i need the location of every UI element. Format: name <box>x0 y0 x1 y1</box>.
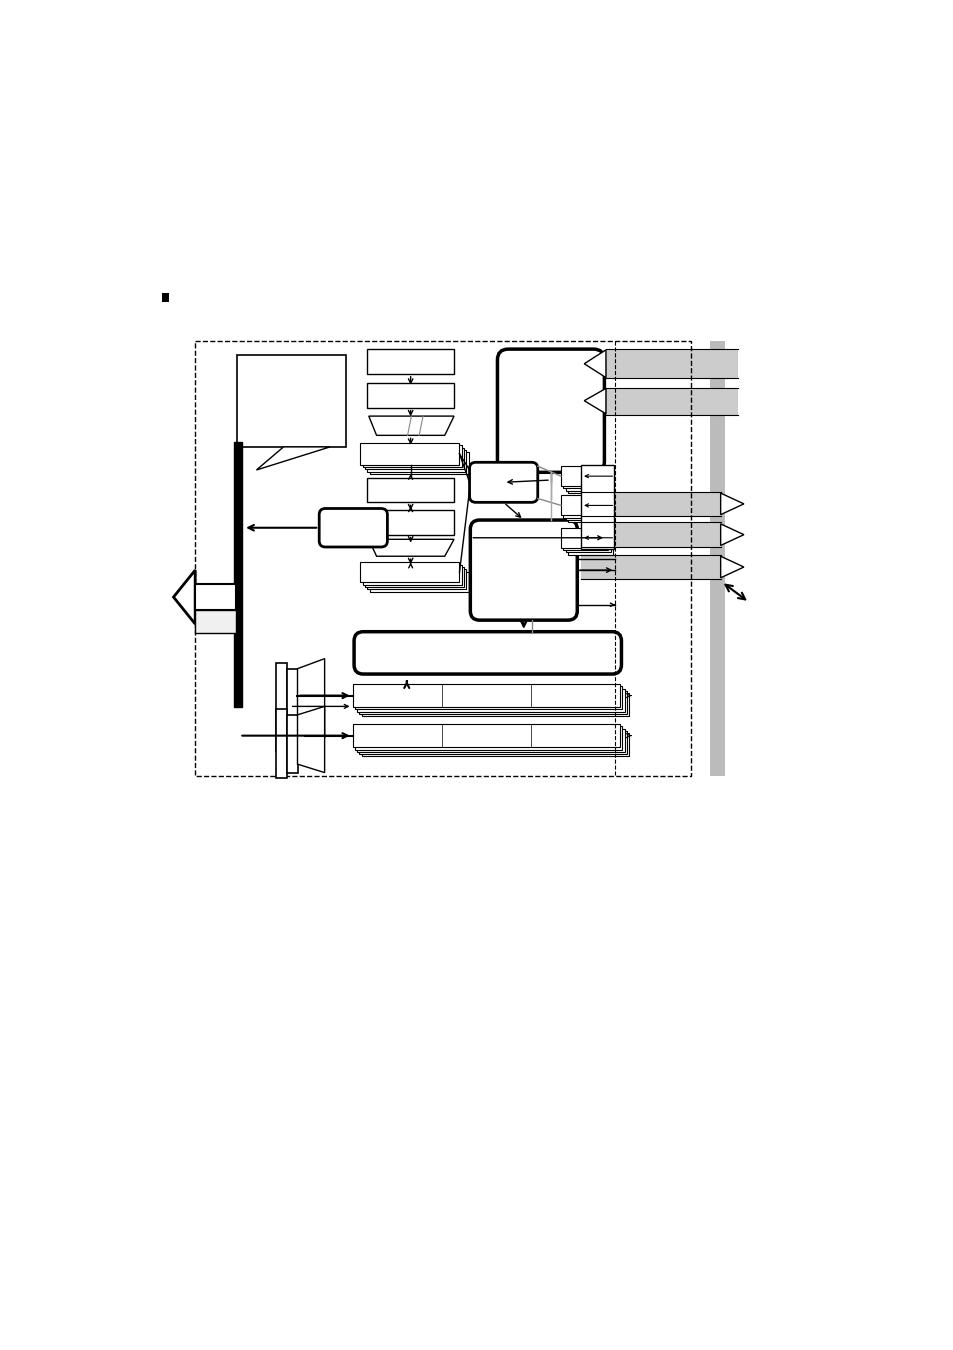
Bar <box>355 726 621 749</box>
Bar <box>567 502 612 522</box>
Bar <box>356 688 624 711</box>
Bar <box>580 464 613 549</box>
Bar <box>195 610 235 633</box>
Polygon shape <box>297 659 324 738</box>
Bar <box>605 350 737 378</box>
Bar <box>367 570 466 590</box>
Polygon shape <box>720 524 743 545</box>
Polygon shape <box>369 416 454 435</box>
Bar <box>562 468 608 489</box>
Polygon shape <box>256 447 330 470</box>
Bar <box>353 724 619 747</box>
Bar <box>286 668 297 745</box>
Bar <box>560 495 605 516</box>
Polygon shape <box>297 706 324 772</box>
Bar <box>236 355 345 447</box>
Bar <box>359 691 626 714</box>
Bar <box>195 585 235 610</box>
Bar <box>359 732 626 755</box>
Bar <box>567 472 612 493</box>
Bar <box>360 443 459 464</box>
Bar <box>560 528 605 548</box>
Bar <box>367 478 454 502</box>
Bar <box>369 571 468 591</box>
FancyBboxPatch shape <box>497 350 604 472</box>
Bar <box>565 471 610 491</box>
Bar <box>361 694 629 717</box>
Polygon shape <box>720 493 743 514</box>
Bar <box>367 510 454 535</box>
Bar <box>580 555 720 579</box>
Polygon shape <box>173 570 195 624</box>
Bar <box>367 450 466 471</box>
Bar <box>367 383 454 408</box>
Bar <box>286 716 297 772</box>
Bar <box>580 522 720 547</box>
Bar <box>275 663 286 751</box>
FancyBboxPatch shape <box>469 462 537 502</box>
Bar <box>362 564 461 585</box>
Polygon shape <box>583 350 605 378</box>
Bar <box>605 387 737 414</box>
Bar <box>365 448 464 470</box>
Bar <box>353 684 619 707</box>
Bar <box>369 452 468 474</box>
Polygon shape <box>583 389 605 414</box>
Bar <box>275 709 286 778</box>
Bar <box>195 342 691 776</box>
Bar <box>709 342 724 776</box>
FancyBboxPatch shape <box>319 509 387 547</box>
Bar <box>233 441 241 707</box>
Bar <box>367 350 454 374</box>
Bar <box>562 498 608 518</box>
Bar <box>356 729 624 752</box>
Bar <box>361 733 629 756</box>
Bar <box>560 466 605 486</box>
Polygon shape <box>369 539 454 556</box>
Bar <box>567 535 612 555</box>
Bar <box>562 531 608 549</box>
Bar <box>360 563 459 582</box>
Bar <box>162 293 169 302</box>
Bar <box>565 500 610 520</box>
Bar <box>580 491 720 516</box>
FancyBboxPatch shape <box>470 520 577 620</box>
Bar <box>565 532 610 552</box>
Bar <box>365 567 464 587</box>
FancyBboxPatch shape <box>354 632 620 674</box>
Bar <box>355 686 621 710</box>
Polygon shape <box>720 556 743 578</box>
Bar <box>362 446 461 467</box>
